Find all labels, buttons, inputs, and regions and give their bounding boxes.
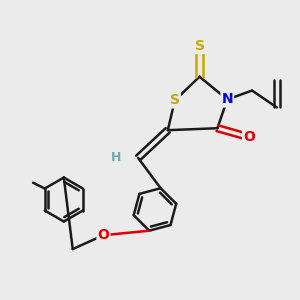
Text: N: N xyxy=(221,92,233,106)
Text: H: H xyxy=(111,152,122,164)
Text: O: O xyxy=(98,228,110,242)
Text: O: O xyxy=(243,130,255,144)
Text: S: S xyxy=(170,94,180,107)
Text: S: S xyxy=(194,39,205,53)
